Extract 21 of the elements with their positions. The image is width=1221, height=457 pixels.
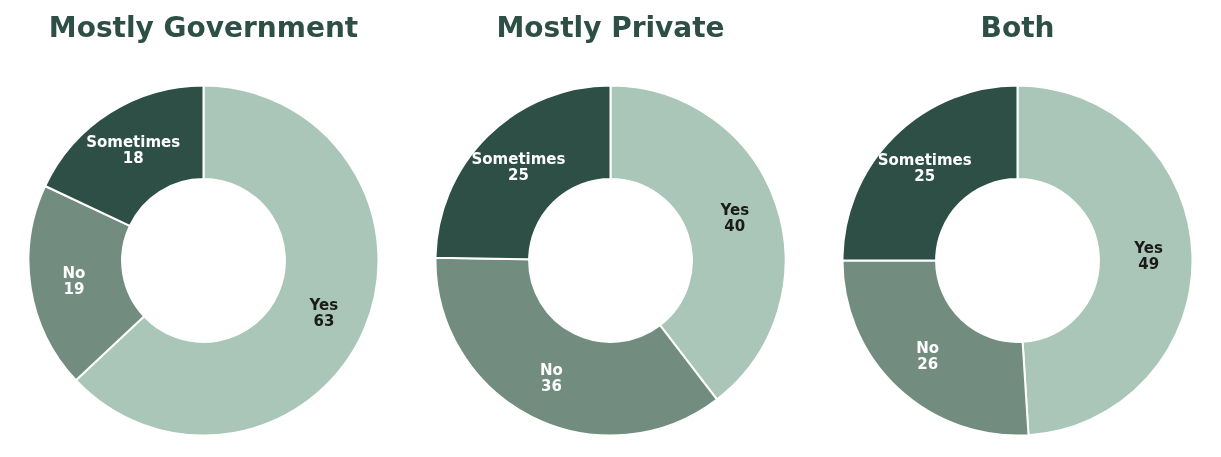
data-label: 19 — [63, 280, 85, 299]
slice-label: No — [916, 339, 940, 358]
slice-label: Yes — [1133, 239, 1163, 258]
chart-title: Both — [980, 10, 1055, 44]
slice-label: No — [540, 360, 563, 379]
data-label: 26 — [917, 355, 939, 374]
slice-label: Sometimes — [471, 150, 566, 168]
data-label: 49 — [1138, 255, 1160, 274]
data-label: 25 — [914, 166, 936, 185]
slice-label: Sometimes — [86, 132, 181, 151]
data-label: 36 — [541, 376, 562, 395]
data-label: 63 — [313, 311, 335, 330]
slice-label: Sometimes — [877, 150, 972, 169]
data-label: 18 — [122, 148, 144, 167]
data-label: 40 — [724, 217, 746, 236]
slice-label: Yes — [308, 295, 339, 314]
data-label: 25 — [508, 166, 529, 184]
slice-label: Yes — [719, 201, 750, 220]
slice-label: No — [62, 264, 86, 283]
chart-title: Mostly Government — [48, 10, 359, 44]
chart-title: Mostly Private — [496, 10, 725, 44]
